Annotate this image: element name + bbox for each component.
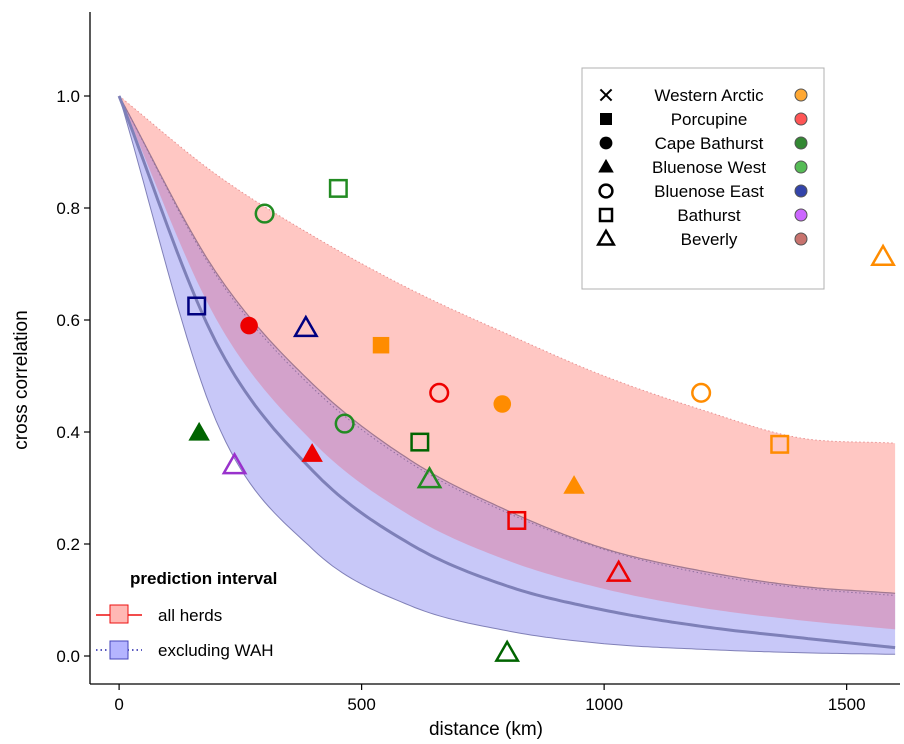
x-tick-label-1: 500 <box>347 695 375 714</box>
center-curve <box>117 95 896 650</box>
pi-excluding-wah-swatch <box>109 640 129 660</box>
pi-legend-title: prediction interval <box>130 569 277 588</box>
x-axis-title: distance (km) <box>429 719 543 740</box>
pi-all-herds-swatch <box>109 604 129 624</box>
legend-marker-4 <box>598 183 614 199</box>
legend-label-2: Cape Bathurst <box>655 134 764 153</box>
data-point-18 <box>691 382 712 403</box>
y-tick-label-1: 0.2 <box>56 535 80 554</box>
pi-excluding-wah-label: excluding WAH <box>158 641 274 660</box>
pi-all-herds-label: all herds <box>158 606 222 625</box>
x-tick-label-2: 1000 <box>585 695 623 714</box>
data-point-6 <box>301 443 323 462</box>
legend-marker-0-stroke-b <box>599 88 613 102</box>
band-excluding-wah-lower-edge <box>118 95 896 655</box>
legend-marker-0 <box>599 88 613 102</box>
axes <box>89 12 900 685</box>
x-tick-label-0: 0 <box>114 695 123 714</box>
center-curve-layer <box>117 95 896 650</box>
y-tick-label-4: 0.8 <box>56 199 80 218</box>
band-all-herds-lower-edge <box>118 95 896 594</box>
prediction-bands <box>118 95 896 655</box>
data-point-8 <box>334 413 355 434</box>
data-point-7 <box>328 178 348 198</box>
band-excluding-wah <box>119 96 896 655</box>
data-point-14 <box>494 639 521 662</box>
data-point-16 <box>563 475 585 494</box>
shape-legend-frame <box>581 67 825 290</box>
legend-marker-2 <box>599 136 613 150</box>
data-point-13 <box>493 395 512 413</box>
data-point-0 <box>187 296 207 316</box>
data-point-2 <box>221 451 248 475</box>
data-point-1 <box>188 421 210 441</box>
legend-color-dot-4 <box>794 184 808 198</box>
data-points <box>187 178 896 662</box>
x-tick-label-3: 1500 <box>828 695 866 714</box>
data-point-19 <box>770 434 790 454</box>
legend-color-dot-0 <box>794 88 808 102</box>
legend-color-dot-5 <box>794 208 808 222</box>
data-point-5 <box>292 314 319 338</box>
y-axis-title: cross correlation <box>11 310 32 449</box>
band-overlap <box>119 96 896 630</box>
legend-marker-1 <box>600 113 612 125</box>
data-point-4 <box>254 203 275 224</box>
data-point-11 <box>416 465 443 489</box>
data-point-12 <box>429 382 450 403</box>
ticks: 0 500 1000 1500 0.0 0.2 0.4 0.6 0.8 1.0 <box>56 87 865 714</box>
legend-label-0: Western Arctic <box>654 86 764 105</box>
band-all-herds-upper-edge <box>118 95 896 444</box>
shape-legend: Western Arctic Porcupine Cape Bathurst Blue… <box>581 67 825 290</box>
legend-label-6: Beverly <box>681 230 738 249</box>
data-point-17 <box>605 559 632 582</box>
legend-color-dot-1 <box>794 112 808 126</box>
y-tick-label-3: 0.6 <box>56 311 80 330</box>
legend-label-5: Bathurst <box>677 206 741 225</box>
band-all-herds <box>119 96 896 594</box>
legend-marker-3 <box>598 158 614 173</box>
data-point-20 <box>870 243 896 267</box>
legend-marker-6 <box>596 228 616 246</box>
data-point-15 <box>507 510 527 530</box>
prediction-interval-legend: prediction interval all herds excluding … <box>96 569 277 660</box>
data-point-3 <box>240 316 258 335</box>
legend-color-dot-3 <box>794 160 808 174</box>
legend-label-1: Porcupine <box>671 110 748 129</box>
y-tick-label-5: 1.0 <box>56 87 80 106</box>
data-point-9 <box>372 336 390 354</box>
y-tick-label-0: 0.0 <box>56 647 80 666</box>
legend-label-4: Bluenose East <box>654 182 764 201</box>
data-point-10 <box>410 432 430 452</box>
legend-color-dot-6 <box>794 232 808 246</box>
legend-marker-5 <box>598 207 614 223</box>
y-tick-label-2: 0.4 <box>56 423 80 442</box>
legend-label-3: Bluenose West <box>652 158 766 177</box>
legend-color-dot-2 <box>794 136 808 150</box>
band-excluding-wah-upper-edge <box>118 95 896 596</box>
